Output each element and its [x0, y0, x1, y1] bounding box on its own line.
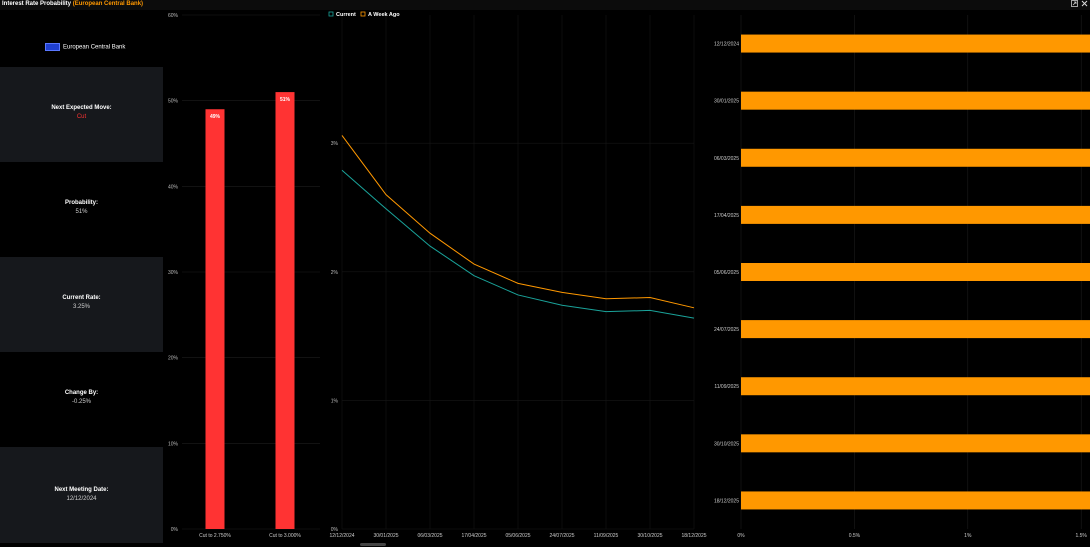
- week-ago-series-line: [341, 135, 695, 309]
- line-ytick-label: 3%: [331, 141, 339, 147]
- title-bar: Interest Rate Probability (European Cent…: [0, 0, 1090, 10]
- line-xtick-label: 05/06/2025: [505, 533, 530, 539]
- implied-rate-bar: [741, 34, 1090, 53]
- cut-probability-bar-chart: 0% 10% 20% 30% 40% 50% 60% 49% Cut to 2.750% 51% C…: [168, 13, 320, 539]
- current-rate-value: 3.25%: [72, 304, 90, 310]
- implied-rate-bar: [741, 377, 1090, 396]
- implied-rate-bar: [741, 205, 1090, 224]
- line-xtick-label: 30/10/2025: [637, 533, 662, 539]
- implied-rate-bar: [741, 434, 1090, 453]
- cut-bar-data-label: 49%: [210, 114, 221, 120]
- hbar-xtick-label: 0%: [737, 533, 745, 539]
- hbar-category-label: 17/04/2025: [714, 213, 739, 219]
- hbar-category-label: 18/12/2025: [714, 498, 739, 504]
- implied-rate-bar: [741, 263, 1090, 281]
- next-meeting-panel: Next Meeting Date: 12/12/2024: [0, 447, 163, 543]
- hbar-category-label: 24/07/2025: [714, 327, 739, 333]
- line-xtick-label: 11/09/2025: [594, 533, 619, 539]
- hbar-category-label: 05/06/2025: [714, 270, 739, 276]
- bar-ytick-label: 30%: [168, 270, 179, 276]
- line-xtick-label: 12/12/2024: [329, 533, 354, 539]
- line-xtick-label: 30/01/2025: [373, 533, 398, 539]
- current-rate-panel: Current Rate: 3.25%: [0, 257, 163, 352]
- next-move-panel: Next Expected Move: Cut: [0, 67, 163, 162]
- window-subtitle: (European Central Bank): [72, 1, 144, 7]
- next-move-label: Next Expected Move:: [51, 105, 112, 111]
- probability-label: Probability:: [64, 200, 98, 206]
- hbar-xtick-label: 0.5%: [849, 533, 861, 539]
- bank-panel: European Central Bank: [0, 10, 163, 67]
- bank-label: European Central Bank: [45, 43, 125, 51]
- change-by-label: Change By:: [64, 390, 99, 396]
- hbar-category-label: 30/01/2025: [714, 99, 739, 105]
- line-xtick-label: 06/03/2025: [417, 533, 442, 539]
- cut-bar-data-label: 51%: [280, 97, 291, 103]
- legend-current-swatch: [328, 11, 334, 17]
- line-xtick-label: 17/04/2025: [461, 533, 486, 539]
- cut-bar: [205, 109, 225, 529]
- legend-week-ago-swatch: [360, 11, 366, 17]
- hbar-xtick-label: 1%: [964, 533, 972, 539]
- line-xtick-label: 24/07/2025: [549, 533, 574, 539]
- current-rate-label: Current Rate:: [62, 295, 101, 301]
- implied-rate-bar: [741, 91, 1090, 110]
- next-meeting-value: 12/12/2024: [66, 496, 97, 502]
- hbar-category-label: 06/03/2025: [714, 156, 739, 162]
- next-meeting-label: Next Meeting Date:: [54, 487, 109, 493]
- bank-name: European Central Bank: [63, 44, 126, 51]
- implied-rate-horizontal-bar-chart: 0%0.5%1%1.5%2%2.5%2.79%12/12/20242.49%30…: [714, 15, 1090, 539]
- implied-rate-bar: [741, 320, 1090, 339]
- line-ytick-label: 0%: [331, 527, 339, 533]
- bar-ytick-label: 0%: [171, 527, 179, 533]
- probability-value: 51%: [75, 209, 88, 215]
- next-move-value: Cut: [76, 114, 87, 120]
- hbar-category-label: 11/09/2025: [714, 384, 739, 390]
- probability-panel: Probability: 51%: [0, 162, 163, 257]
- close-icon[interactable]: [1081, 0, 1088, 10]
- eu-flag-icon: [45, 43, 60, 51]
- legend-label: A Week Ago: [368, 12, 400, 18]
- legend-label: Current: [336, 12, 356, 18]
- bar-ytick-label: 40%: [168, 184, 179, 190]
- hbar-category-label: 30/10/2025: [714, 441, 739, 447]
- bar-ytick-label: 10%: [168, 441, 179, 447]
- window-title-text: Interest Rate Probability: [2, 1, 72, 7]
- line-xtick-label: 18/12/2025: [681, 533, 706, 539]
- implied-rate-bar: [741, 491, 1090, 510]
- hbar-category-label: 12/12/2024: [714, 42, 739, 48]
- change-by-value: -0.25%: [71, 399, 91, 405]
- bar-ytick-label: 60%: [168, 13, 179, 19]
- rate-path-line-chart: 12/12/2024 30/01/2025 06/03/2025 17/04/2025…: [328, 11, 707, 539]
- current-series-line: [341, 169, 695, 319]
- bar-category-label: Cut to 3.000%: [269, 533, 301, 539]
- bar-ytick-label: 20%: [168, 356, 179, 362]
- window-title: Interest Rate Probability (European Cent…: [2, 1, 143, 7]
- restore-icon[interactable]: [1071, 0, 1078, 10]
- change-by-panel: Change By: -0.25%: [0, 352, 163, 447]
- cut-bar: [275, 92, 295, 529]
- horizontal-scrollbar[interactable]: [360, 543, 386, 546]
- bar-category-label: Cut to 2.750%: [199, 533, 231, 539]
- line-ytick-label: 1%: [331, 398, 339, 404]
- bar-ytick-label: 50%: [168, 99, 179, 105]
- hbar-xtick-label: 1.5%: [1075, 533, 1087, 539]
- line-ytick-label: 2%: [331, 270, 339, 276]
- implied-rate-bar: [741, 148, 1090, 167]
